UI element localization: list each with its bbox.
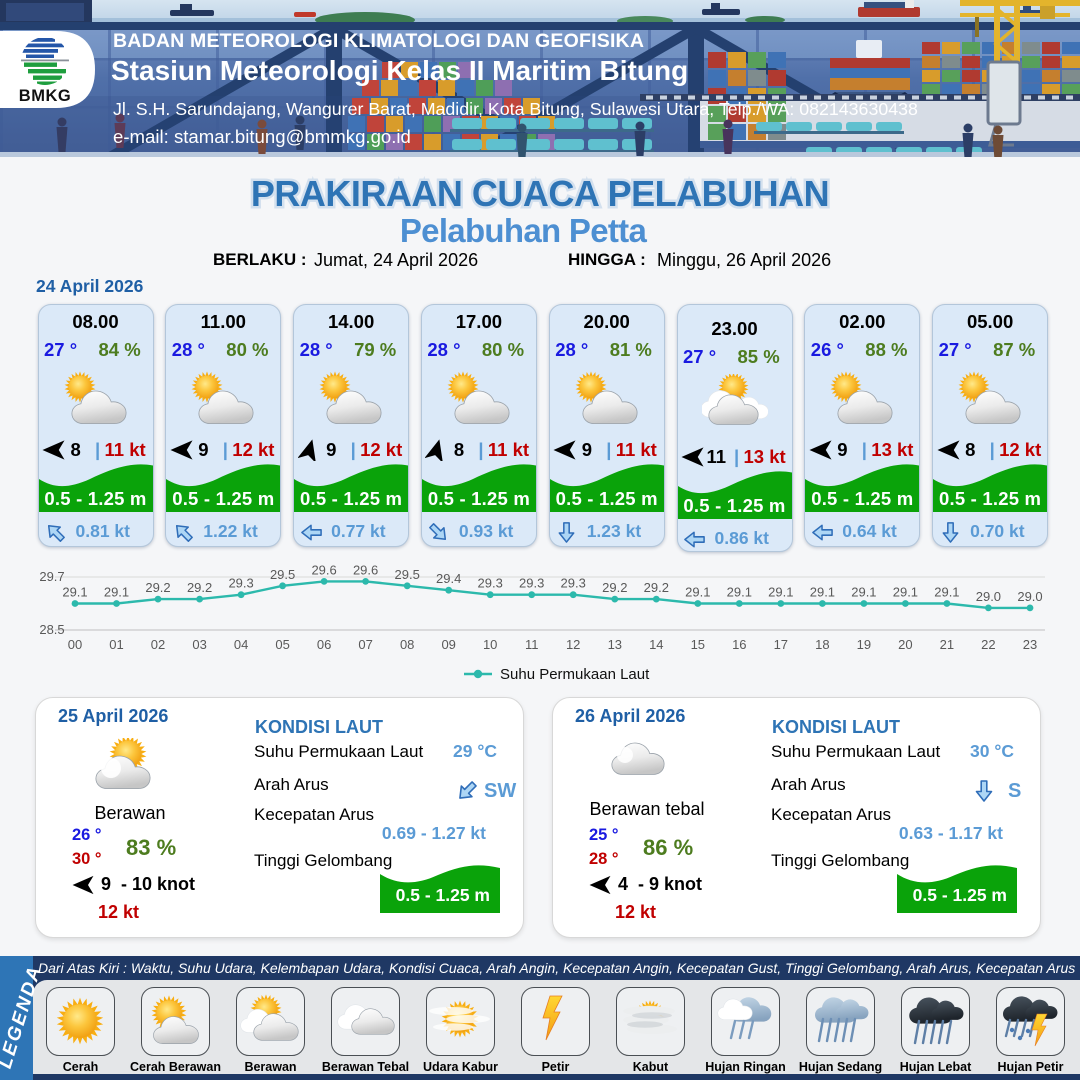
svg-text:PRAKIRAAN CUACA PELABUHAN: PRAKIRAAN CUACA PELABUHAN	[251, 173, 829, 214]
svg-text:29.7: 29.7	[39, 569, 64, 584]
svg-text:12: 12	[566, 637, 580, 652]
svg-text:04: 04	[234, 637, 248, 652]
svg-text:03: 03	[192, 637, 206, 652]
svg-text:11: 11	[525, 637, 539, 652]
svg-text:05: 05	[275, 637, 289, 652]
svg-text:29.3: 29.3	[478, 576, 503, 591]
svg-text:29.0: 29.0	[1017, 589, 1042, 604]
svg-text:29.5: 29.5	[270, 567, 295, 582]
svg-text:29.2: 29.2	[602, 580, 627, 595]
svg-text:BMKG: BMKG	[19, 87, 71, 105]
svg-text:29.2: 29.2	[644, 580, 669, 595]
svg-text:29.1: 29.1	[685, 585, 710, 600]
svg-text:09: 09	[441, 637, 455, 652]
svg-text:29.2: 29.2	[187, 580, 212, 595]
svg-text:06: 06	[317, 637, 331, 652]
svg-text:29.1: 29.1	[810, 585, 835, 600]
svg-text:Suhu Permukaan Laut: Suhu Permukaan Laut	[500, 666, 650, 683]
svg-text:10: 10	[483, 637, 497, 652]
svg-text:16: 16	[732, 637, 746, 652]
svg-text:29.3: 29.3	[519, 576, 544, 591]
svg-text:29.5: 29.5	[395, 567, 420, 582]
svg-text:23: 23	[1023, 637, 1037, 652]
svg-text:29.1: 29.1	[934, 585, 959, 600]
svg-text:29.1: 29.1	[893, 585, 918, 600]
svg-text:29.1: 29.1	[768, 585, 793, 600]
svg-text:22: 22	[981, 637, 995, 652]
svg-text:18: 18	[815, 637, 829, 652]
svg-text:08: 08	[400, 637, 414, 652]
svg-text:29.1: 29.1	[727, 585, 752, 600]
svg-text:29.4: 29.4	[436, 571, 461, 586]
svg-text:28.5: 28.5	[39, 622, 64, 637]
svg-text:21: 21	[940, 637, 954, 652]
svg-text:14: 14	[649, 637, 663, 652]
svg-text:29.2: 29.2	[145, 580, 170, 595]
svg-text:01: 01	[109, 637, 123, 652]
svg-text:29.1: 29.1	[62, 585, 87, 600]
svg-text:19: 19	[857, 637, 871, 652]
svg-text:29.6: 29.6	[353, 562, 378, 577]
svg-text:29.1: 29.1	[104, 585, 129, 600]
svg-text:29.0: 29.0	[976, 589, 1001, 604]
svg-text:29.3: 29.3	[561, 576, 586, 591]
svg-text:20: 20	[898, 637, 912, 652]
svg-text:29.3: 29.3	[228, 576, 253, 591]
svg-text:13: 13	[608, 637, 622, 652]
svg-text:02: 02	[151, 637, 165, 652]
svg-text:17: 17	[774, 637, 788, 652]
svg-text:00: 00	[68, 637, 82, 652]
svg-text:07: 07	[358, 637, 372, 652]
svg-text:15: 15	[691, 637, 705, 652]
svg-text:29.1: 29.1	[851, 585, 876, 600]
svg-text:29.6: 29.6	[311, 562, 336, 577]
